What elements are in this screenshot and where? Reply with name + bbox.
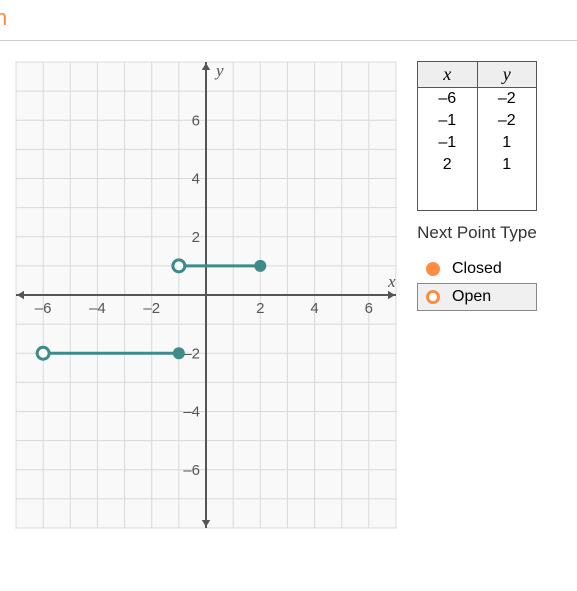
svg-text:4: 4 <box>192 171 200 188</box>
cell-x: 2 <box>418 154 478 176</box>
point-type-options: Closed Open <box>417 255 537 311</box>
cell-y: 1 <box>477 154 537 176</box>
svg-text:y: y <box>214 62 224 80</box>
svg-text:6: 6 <box>365 300 373 317</box>
svg-text:–6: –6 <box>35 300 52 317</box>
svg-text:–4: –4 <box>89 300 106 317</box>
point-type-closed[interactable]: Closed <box>417 255 537 283</box>
next-point-type-label: Next Point Type <box>417 223 537 243</box>
table-row: –6 –2 <box>418 88 537 111</box>
right-column: x y –6 –2 –1 –2 –1 1 2 1 <box>417 61 537 311</box>
cell-y: 1 <box>477 132 537 154</box>
coordinate-graph[interactable]: –6–4–2246–6–4–2246xy <box>15 61 397 529</box>
cell-y: –2 <box>477 110 537 132</box>
svg-text:–2: –2 <box>143 300 160 317</box>
top-bar: n <box>0 0 577 41</box>
open-dot-icon <box>426 290 440 304</box>
closed-dot-icon <box>426 262 440 276</box>
svg-text:–4: –4 <box>183 404 200 421</box>
content-area: –6–4–2246–6–4–2246xy x y –6 –2 –1 –2 <box>0 41 577 549</box>
cell-x: –6 <box>418 88 478 111</box>
svg-text:x: x <box>387 272 396 291</box>
svg-text:–6: –6 <box>183 462 200 479</box>
cell-x: –1 <box>418 132 478 154</box>
points-table: x y –6 –2 –1 –2 –1 1 2 1 <box>417 61 537 211</box>
svg-text:2: 2 <box>192 229 200 246</box>
point-type-open[interactable]: Open <box>417 283 537 311</box>
svg-text:2: 2 <box>256 300 264 317</box>
closed-label: Closed <box>452 260 502 278</box>
cell-x: –1 <box>418 110 478 132</box>
table-row: –1 1 <box>418 132 537 154</box>
table-row: 2 1 <box>418 154 537 176</box>
table-row: –1 –2 <box>418 110 537 132</box>
svg-text:–2: –2 <box>183 345 200 362</box>
table-header-x: x <box>418 62 478 88</box>
cell-y: –2 <box>477 88 537 111</box>
svg-text:4: 4 <box>310 300 318 317</box>
table-header-y: y <box>477 62 537 88</box>
table-row-empty <box>418 176 537 211</box>
open-label: Open <box>452 288 491 306</box>
header-partial-text: n <box>0 5 7 31</box>
svg-text:6: 6 <box>192 112 200 129</box>
